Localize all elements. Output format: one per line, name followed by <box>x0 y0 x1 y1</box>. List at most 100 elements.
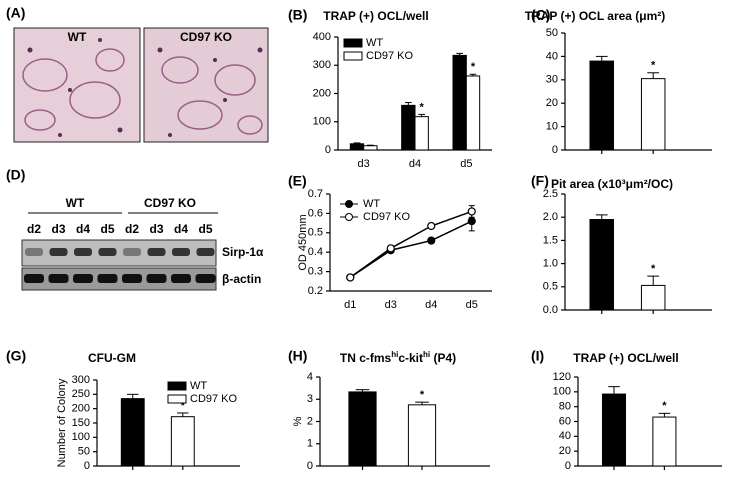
y-tick-label: 3 <box>307 393 313 405</box>
panel-label: (C) <box>531 7 550 23</box>
y-tick-label: 10 <box>546 121 558 133</box>
point <box>467 207 476 216</box>
y-tick-label: 0 <box>84 460 90 472</box>
y-tick-label: 300 <box>72 374 90 386</box>
panel-a: (A) WT CD97 KO <box>6 5 269 143</box>
legend-swatch <box>343 51 363 61</box>
significance-marker: * <box>651 60 656 72</box>
y-tick-label: 0 <box>552 144 558 156</box>
legend-label: CD97 KO <box>190 393 238 405</box>
bar <box>349 143 365 151</box>
band <box>122 274 142 283</box>
y-tick-label: 20 <box>546 97 558 109</box>
y-tick-label: 20 <box>559 445 571 457</box>
band <box>73 274 93 283</box>
panel-label: (G) <box>6 348 26 364</box>
y-tick-label: 2 <box>307 415 313 427</box>
lane-label: d4 <box>174 222 188 236</box>
image-label: CD97 KO <box>180 30 232 44</box>
y-tick-label: 2.0 <box>543 211 558 223</box>
y-axis-label: Number of Colony <box>56 378 68 467</box>
bar <box>640 78 666 151</box>
x-tick-label: d4 <box>409 158 421 170</box>
y-tick-label: 30 <box>546 74 558 86</box>
bar <box>348 391 377 467</box>
row-label: β-actin <box>222 272 261 286</box>
y-tick-label: 0 <box>325 144 331 156</box>
legend-label: CD97 KO <box>366 50 414 62</box>
legend-swatch <box>167 394 187 404</box>
lane-label: d4 <box>76 222 90 236</box>
error-bar <box>469 73 477 76</box>
image-label: WT <box>68 30 87 44</box>
error-bar <box>658 412 671 418</box>
y-tick-label: 300 <box>313 59 331 71</box>
error-bar <box>608 386 620 395</box>
bar <box>363 145 378 151</box>
band <box>98 248 117 256</box>
nuclei <box>27 38 263 137</box>
band <box>74 248 92 256</box>
chart-title: TRAP (+) OCL area (μm²) <box>525 9 666 23</box>
chart-title: CFU-GM <box>88 351 136 365</box>
legend-marker <box>345 213 353 221</box>
micrograph <box>13 27 141 143</box>
y-tick-label: 4 <box>307 371 313 383</box>
band <box>172 248 190 256</box>
bar <box>407 404 437 467</box>
bar <box>465 75 481 151</box>
y-tick-label: 60 <box>559 415 571 427</box>
significance-marker: * <box>662 400 667 412</box>
y-tick-label: 50 <box>78 446 90 458</box>
band <box>97 274 118 283</box>
error-bar <box>127 393 139 399</box>
point <box>467 217 476 226</box>
x-tick-label: d5 <box>466 299 478 311</box>
error-bar <box>456 52 463 56</box>
error-bar <box>647 72 660 79</box>
group-label: CD97 KO <box>144 196 196 210</box>
panel-label: (D) <box>6 167 25 183</box>
band <box>123 248 141 256</box>
row-label: Sirp-1α <box>222 245 264 259</box>
significance-marker: * <box>181 400 186 412</box>
y-tick-label: 400 <box>313 31 331 43</box>
error-bar <box>595 55 608 62</box>
bar <box>452 54 467 151</box>
point <box>346 273 355 282</box>
legend-label: WT <box>366 37 383 49</box>
point <box>427 236 436 245</box>
y-tick-label: 80 <box>559 401 571 413</box>
error-bar <box>415 401 429 405</box>
error-bar <box>355 389 370 392</box>
title-part: c-kit <box>398 351 423 365</box>
chart-title: Pit area (x10³μm²/OC) <box>551 177 673 191</box>
blot <box>21 267 217 291</box>
bar <box>589 60 615 151</box>
bar <box>414 116 429 151</box>
x-tick-label: d5 <box>460 158 472 170</box>
significance-marker: * <box>420 101 425 113</box>
y-tick-label: 250 <box>72 388 90 400</box>
error-bar <box>367 144 374 146</box>
y-tick-label: 1.0 <box>543 258 558 270</box>
y-tick-label: 0.3 <box>308 266 323 278</box>
band <box>171 274 191 283</box>
legend-swatch <box>167 381 187 391</box>
lane-label: d3 <box>51 222 65 236</box>
y-tick-label: 120 <box>553 371 571 383</box>
band <box>24 274 44 283</box>
band <box>196 248 215 256</box>
series-line <box>349 210 473 279</box>
band <box>195 274 216 283</box>
y-tick-label: 50 <box>546 27 558 39</box>
y-axis-label: OD 450mm <box>297 214 309 270</box>
y-tick-label: 150 <box>72 417 90 429</box>
cell-texture <box>22 48 263 135</box>
point <box>427 221 436 231</box>
point <box>386 244 395 253</box>
y-tick-label: 0.5 <box>543 281 558 293</box>
significance-marker: * <box>420 389 425 401</box>
bar <box>640 284 666 311</box>
